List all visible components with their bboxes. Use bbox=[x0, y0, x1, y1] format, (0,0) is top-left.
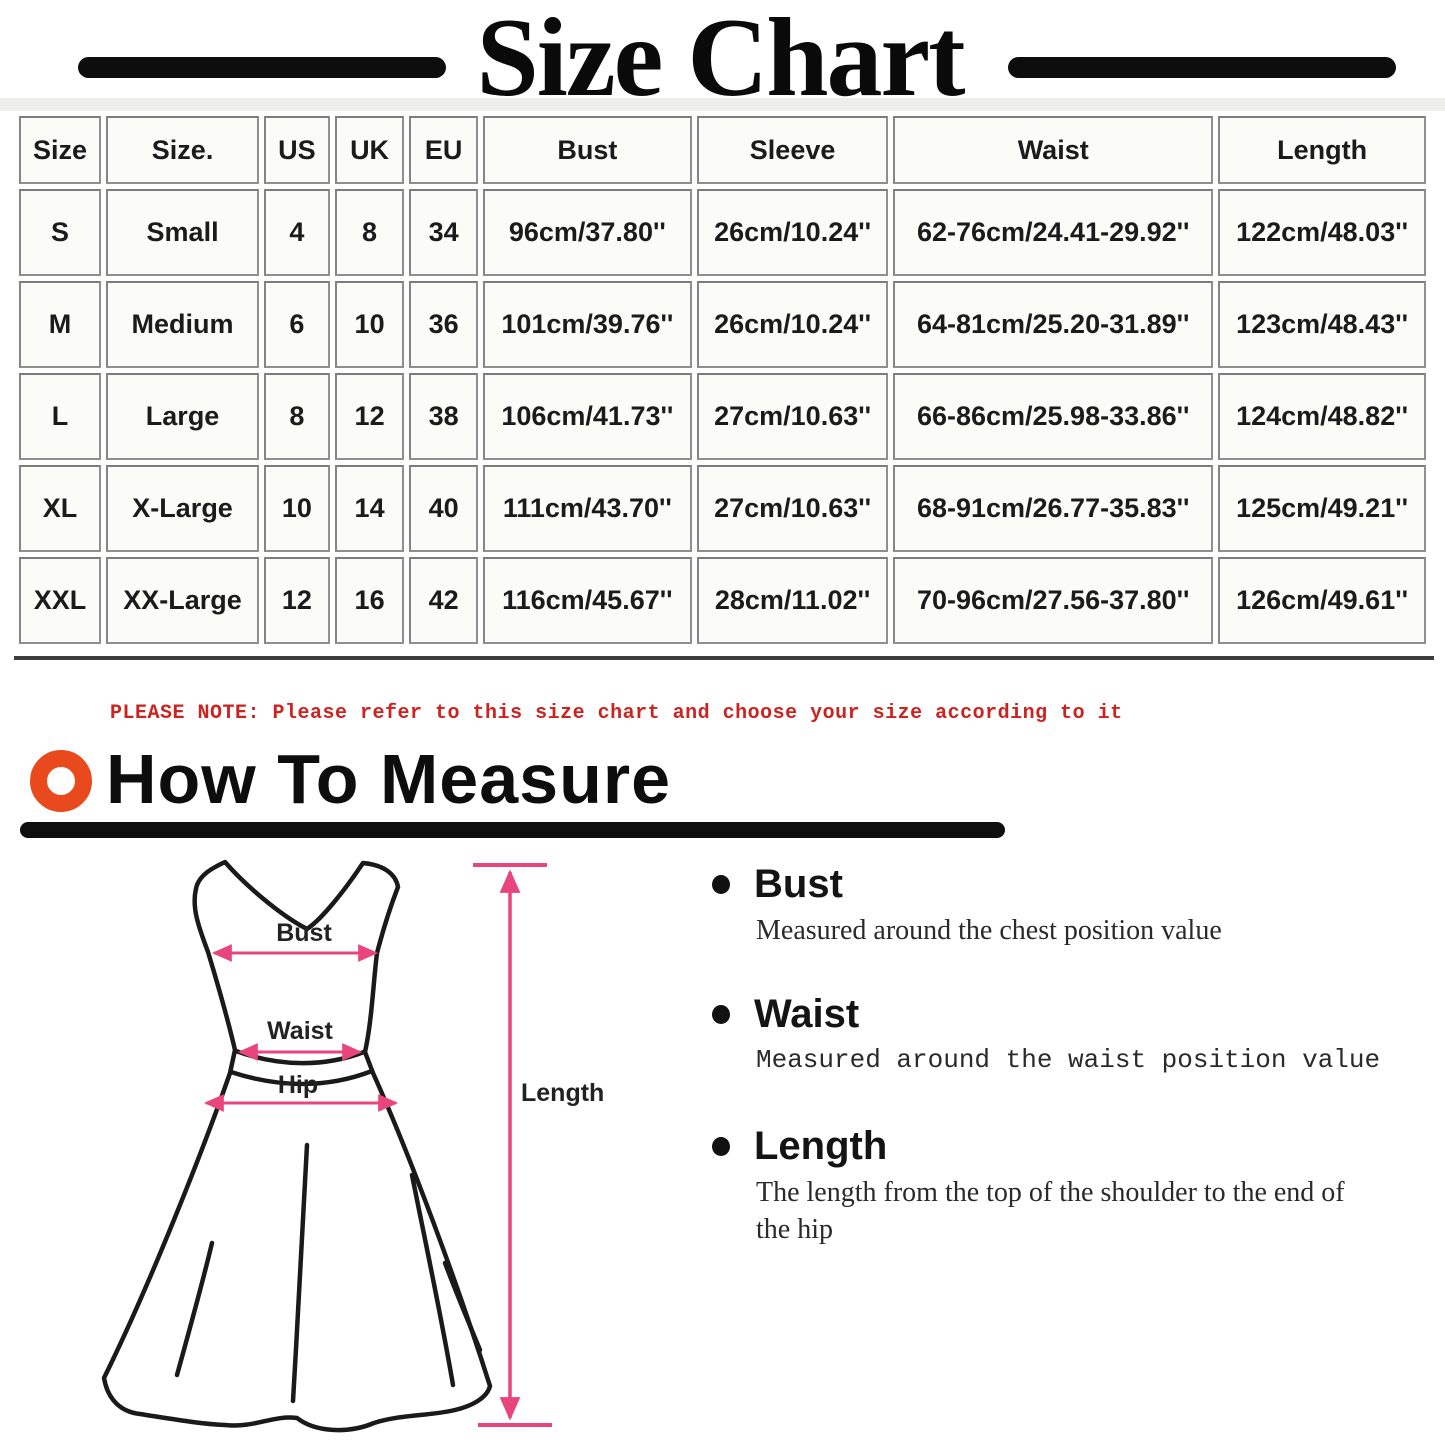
table-cell: 40 bbox=[409, 465, 478, 552]
how-to-measure-underline bbox=[20, 822, 1005, 838]
table-cell: 42 bbox=[409, 557, 478, 644]
skirt-fold-line bbox=[442, 1260, 483, 1353]
table-cell: 126cm/49.61'' bbox=[1218, 557, 1426, 644]
dress-bust-label: Bust bbox=[276, 919, 332, 947]
page-title: Size Chart bbox=[476, 0, 965, 120]
bullet-icon bbox=[712, 874, 730, 894]
table-cell: S bbox=[19, 189, 102, 276]
note-text: PLEASE NOTE: Please refer to this size c… bbox=[110, 702, 1123, 725]
divider-strip bbox=[0, 98, 1445, 111]
bullet-icon bbox=[712, 1136, 730, 1156]
table-cell: 12 bbox=[334, 373, 405, 460]
table-row: L Large 8 12 38 106cm/41.73'' 27cm/10.63'' 66-8… bbox=[19, 373, 1426, 460]
table-bottom-divider bbox=[14, 656, 1434, 660]
table-cell: 26cm/10.24'' bbox=[696, 281, 889, 368]
table-cell: 10 bbox=[334, 281, 405, 368]
how-to-measure-title: How To Measure bbox=[106, 740, 672, 818]
measure-item-title: Length bbox=[754, 1124, 888, 1168]
table-cell: 14 bbox=[334, 465, 405, 552]
table-cell: 66-86cm/25.98-33.86'' bbox=[893, 373, 1214, 460]
table-cell: 28cm/11.02'' bbox=[696, 557, 889, 644]
table-cell: 6 bbox=[264, 281, 330, 368]
measure-item-description: Measured around the chest position value bbox=[756, 915, 1222, 946]
table-cell: XX-Large bbox=[106, 557, 260, 644]
dress-waistband-lower bbox=[228, 1068, 375, 1087]
column-header: Size. bbox=[106, 116, 260, 184]
table-cell: 8 bbox=[264, 373, 330, 460]
measure-item-bust: Bust Measured around the chest position … bbox=[712, 862, 1412, 949]
table-cell: 34 bbox=[409, 189, 478, 276]
table-cell: 123cm/48.43'' bbox=[1218, 281, 1426, 368]
column-header: US bbox=[264, 116, 330, 184]
table-cell: L bbox=[19, 373, 102, 460]
table-cell: 111cm/43.70'' bbox=[482, 465, 692, 552]
table-cell: Large bbox=[106, 373, 260, 460]
table-cell: 68-91cm/26.77-35.83'' bbox=[893, 465, 1214, 552]
column-header: Sleeve bbox=[696, 116, 889, 184]
measure-item-length: Length The length from the top of the sh… bbox=[712, 1124, 1412, 1248]
table-cell: 116cm/45.67'' bbox=[482, 557, 692, 644]
column-header: EU bbox=[409, 116, 478, 184]
dress-waist-label: Waist bbox=[267, 1017, 333, 1045]
column-header: Length bbox=[1218, 116, 1426, 184]
column-header: UK bbox=[334, 116, 405, 184]
measure-item-description: The length from the top of the shoulder … bbox=[756, 1177, 1345, 1245]
table-cell: 101cm/39.76'' bbox=[482, 281, 692, 368]
skirt-fold-line bbox=[174, 1240, 215, 1378]
table-cell: M bbox=[19, 281, 102, 368]
table-row: XXL XX-Large 12 16 42 116cm/45.67'' 28cm/11.02… bbox=[19, 557, 1426, 644]
table-cell: 64-81cm/25.20-31.89'' bbox=[893, 281, 1214, 368]
table-cell: 26cm/10.24'' bbox=[696, 189, 889, 276]
table-cell: XXL bbox=[19, 557, 102, 644]
table-cell: 16 bbox=[334, 557, 405, 644]
measure-item-title: Bust bbox=[754, 862, 843, 906]
size-table-body: S Small 4 8 34 96cm/37.80'' 26cm/10.24'' 62-76c… bbox=[19, 189, 1426, 644]
table-cell: 27cm/10.63'' bbox=[696, 465, 889, 552]
table-row: S Small 4 8 34 96cm/37.80'' 26cm/10.24'' 62-76c… bbox=[19, 189, 1426, 276]
table-cell: 4 bbox=[264, 189, 330, 276]
size-table-header-row: Size Size. US UK EU Bust Sleeve Waist Length bbox=[19, 116, 1426, 184]
column-header: Bust bbox=[482, 116, 692, 184]
table-cell: Small bbox=[106, 189, 260, 276]
dress-diagram: Bust Waist Hip Length bbox=[101, 859, 604, 1433]
measure-item-waist: Waist Measured around the waist position… bbox=[712, 992, 1412, 1079]
size-table: Size Size. US UK EU Bust Sleeve Waist Length S Sm… bbox=[14, 111, 1431, 649]
table-cell: 124cm/48.82'' bbox=[1218, 373, 1426, 460]
table-cell: XL bbox=[19, 465, 102, 552]
table-cell: 10 bbox=[264, 465, 330, 552]
table-cell: 27cm/10.63'' bbox=[696, 373, 889, 460]
measure-item-description: Measured around the waist position value bbox=[756, 1045, 1381, 1075]
table-cell: 8 bbox=[334, 189, 405, 276]
table-cell: 122cm/48.03'' bbox=[1218, 189, 1426, 276]
table-cell: Medium bbox=[106, 281, 260, 368]
dress-length-label: Length bbox=[521, 1079, 604, 1107]
table-cell: 12 bbox=[264, 557, 330, 644]
column-header: Size bbox=[19, 116, 102, 184]
dress-hip-label: Hip bbox=[278, 1071, 318, 1099]
column-header: Waist bbox=[893, 116, 1214, 184]
skirt-fold-line bbox=[290, 1142, 310, 1404]
title-bar-left bbox=[78, 57, 446, 78]
table-cell: 125cm/49.21'' bbox=[1218, 465, 1426, 552]
measure-item-title: Waist bbox=[754, 992, 860, 1036]
ring-bullet-icon bbox=[30, 750, 92, 812]
table-cell: 36 bbox=[409, 281, 478, 368]
table-row: XL X-Large 10 14 40 111cm/43.70'' 27cm/10.63''… bbox=[19, 465, 1426, 552]
table-cell: 70-96cm/27.56-37.80'' bbox=[893, 557, 1214, 644]
table-cell: 38 bbox=[409, 373, 478, 460]
bullet-icon bbox=[712, 1004, 730, 1024]
table-cell: 62-76cm/24.41-29.92'' bbox=[893, 189, 1214, 276]
title-bar-right bbox=[1008, 57, 1396, 78]
table-row: M Medium 6 10 36 101cm/39.76'' 26cm/10.24'' 64-… bbox=[19, 281, 1426, 368]
skirt-fold-line bbox=[409, 1172, 456, 1388]
table-cell: 106cm/41.73'' bbox=[482, 373, 692, 460]
table-cell: X-Large bbox=[106, 465, 260, 552]
table-cell: 96cm/37.80'' bbox=[482, 189, 692, 276]
